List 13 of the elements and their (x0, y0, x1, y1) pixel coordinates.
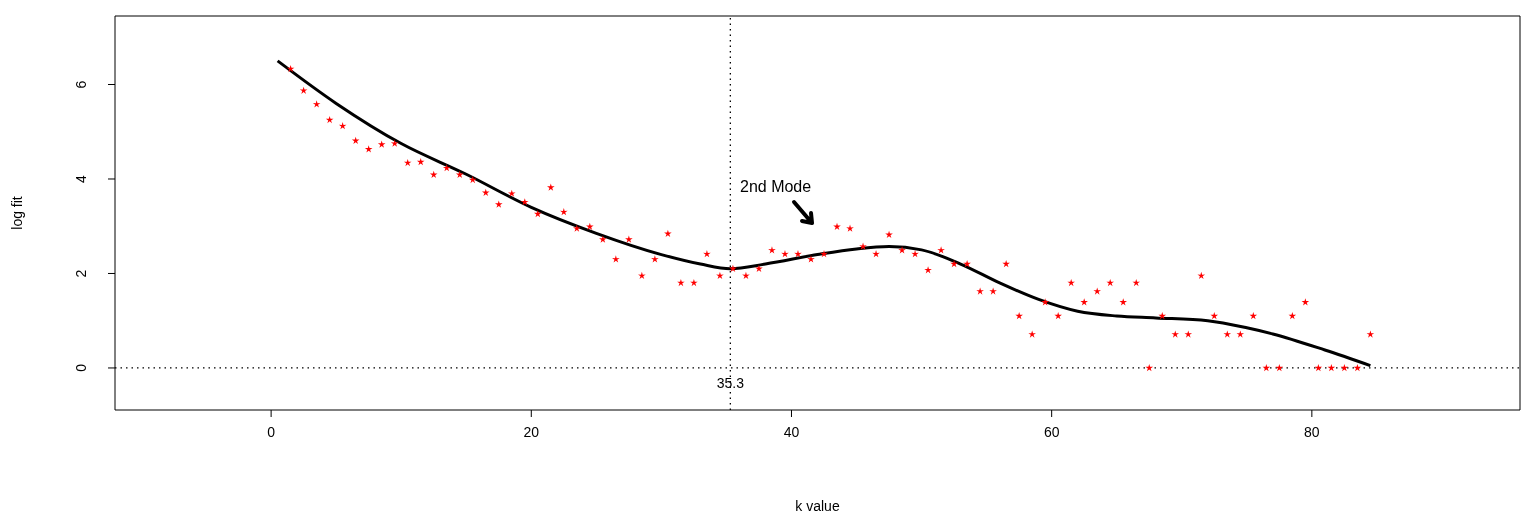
x-tick-label: 20 (523, 423, 540, 440)
y-tick-label: 2 (73, 269, 89, 278)
y-tick-label: 0 (73, 363, 89, 372)
x-tick-label: 40 (783, 423, 800, 440)
y-tick-label: 6 (73, 80, 89, 89)
x-tick-label: 60 (1043, 423, 1060, 440)
x-tick-label: 0 (267, 423, 276, 440)
ref-line-label: 35.3 (716, 375, 745, 391)
annotation: 2nd Mode (740, 178, 812, 196)
x-axis-title: k value (795, 498, 840, 514)
y-axis-title: log fit (8, 196, 25, 230)
y-tick-label: 4 (73, 174, 89, 183)
x-tick-label: 80 (1304, 423, 1320, 440)
